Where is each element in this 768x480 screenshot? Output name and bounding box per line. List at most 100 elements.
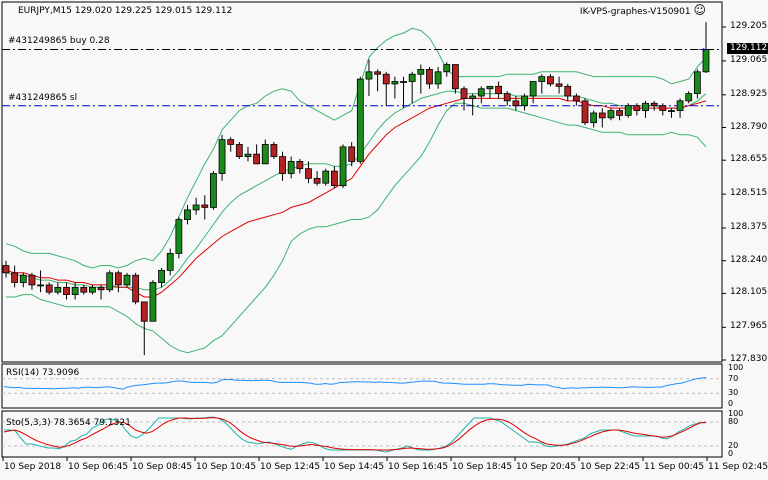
candle (123, 272, 131, 288)
candle (270, 142, 278, 159)
candle (521, 93, 528, 111)
price-tick-label: 129.205 (730, 21, 768, 31)
candle (149, 280, 157, 322)
candle (106, 270, 114, 293)
candle (63, 282, 70, 300)
smiley-icon: ☺ (693, 3, 706, 17)
candle (486, 85, 494, 99)
candle (322, 168, 330, 186)
price-tick-label: 127.965 (730, 321, 768, 332)
candle (114, 270, 122, 293)
time-tick-label: 10 Sep 18:45 (452, 462, 513, 472)
order-line-label-sl[interactable]: #431249865 sl (8, 93, 78, 103)
current-price-tag: 129.112 (727, 43, 768, 54)
candle (175, 217, 183, 259)
axes (2, 26, 726, 461)
candle (166, 248, 174, 276)
indicator-level-label: 20 (728, 441, 739, 450)
candle (71, 282, 79, 300)
candle (287, 156, 295, 179)
candle (19, 272, 27, 288)
candle (408, 71, 416, 104)
candle (668, 108, 675, 118)
candle (305, 161, 312, 184)
candle (469, 93, 477, 116)
time-tick-label: 10 Sep 10:45 (196, 462, 257, 472)
candle (590, 110, 598, 128)
candle (227, 137, 235, 152)
time-tick-label: 10 Sep 06:45 (68, 462, 129, 472)
candle (400, 76, 407, 109)
price-tick-label: 128.240 (730, 254, 768, 265)
candle (89, 284, 96, 295)
candle (443, 62, 451, 77)
watermark-label: IK-VPS-graphes-V150901 ☺ (579, 3, 706, 18)
rsi-label: RSI(14) 73.9096 (6, 368, 80, 378)
order-line-label-buy[interactable]: #431249865 buy 0.28 (8, 36, 110, 46)
candle (97, 284, 105, 300)
candle (477, 86, 485, 104)
candle (45, 282, 53, 295)
candle (693, 69, 701, 99)
candle (624, 103, 632, 118)
candle (538, 74, 546, 94)
candle (339, 144, 347, 189)
candle (382, 71, 390, 106)
candle (313, 171, 321, 186)
price-tick-label: 129.065 (730, 54, 768, 65)
candle (391, 76, 399, 99)
price-tick-label: 128.515 (730, 188, 768, 199)
price-tick-label: 128.105 (730, 287, 768, 298)
indicator-level-label: 80 (728, 417, 739, 426)
candle (374, 69, 382, 92)
candle (348, 142, 356, 167)
candle (2, 260, 10, 278)
candle (434, 66, 442, 89)
candle (279, 151, 286, 181)
candle (529, 81, 537, 104)
symbol-header: EURJPY,M15 129.020 129.225 129.015 129.1… (18, 6, 233, 16)
candle (201, 195, 209, 220)
candle (650, 100, 658, 111)
time-tick-label: 10 Sep 12:45 (260, 462, 321, 472)
buy-arrow-icon: → (698, 46, 706, 56)
indicator-level-label: 30 (728, 388, 739, 398)
candle (702, 22, 710, 74)
candle (28, 272, 36, 290)
candle (564, 83, 572, 101)
candle (581, 98, 589, 126)
price-tick-label: 128.655 (730, 154, 768, 165)
price-panel[interactable]: → (2, 22, 722, 356)
indicator-level-label: 100 (728, 409, 744, 418)
time-tick-label: 10 Sep 22:45 (580, 462, 641, 472)
stochastic-panel[interactable] (2, 416, 722, 453)
candle (616, 108, 623, 121)
candle (132, 272, 140, 305)
candle (633, 103, 641, 116)
candle (365, 59, 373, 97)
time-tick-label: 11 Sep 00:45 (644, 462, 705, 472)
candle (11, 265, 19, 288)
watermark-text: IK-VPS-graphes-V150901 (579, 7, 691, 17)
candle (426, 66, 433, 89)
candle (572, 93, 580, 106)
candle (659, 103, 667, 116)
candle (296, 158, 304, 174)
candle (512, 96, 520, 111)
candle (642, 100, 649, 118)
candle (235, 142, 243, 159)
rsi-panel[interactable] (2, 376, 722, 394)
candle (417, 64, 425, 94)
indicator-level-label: 100 (728, 363, 744, 372)
price-tick-label: 127.830 (730, 354, 768, 364)
candle (54, 282, 62, 295)
candle (80, 284, 88, 295)
panel-frames (1, 1, 723, 458)
candle (244, 146, 252, 162)
candle (685, 91, 693, 104)
indicator-level-label: 70 (728, 373, 739, 383)
candle (555, 76, 563, 94)
time-tick-label: 10 Sep 16:45 (388, 462, 449, 472)
candle (356, 76, 364, 164)
